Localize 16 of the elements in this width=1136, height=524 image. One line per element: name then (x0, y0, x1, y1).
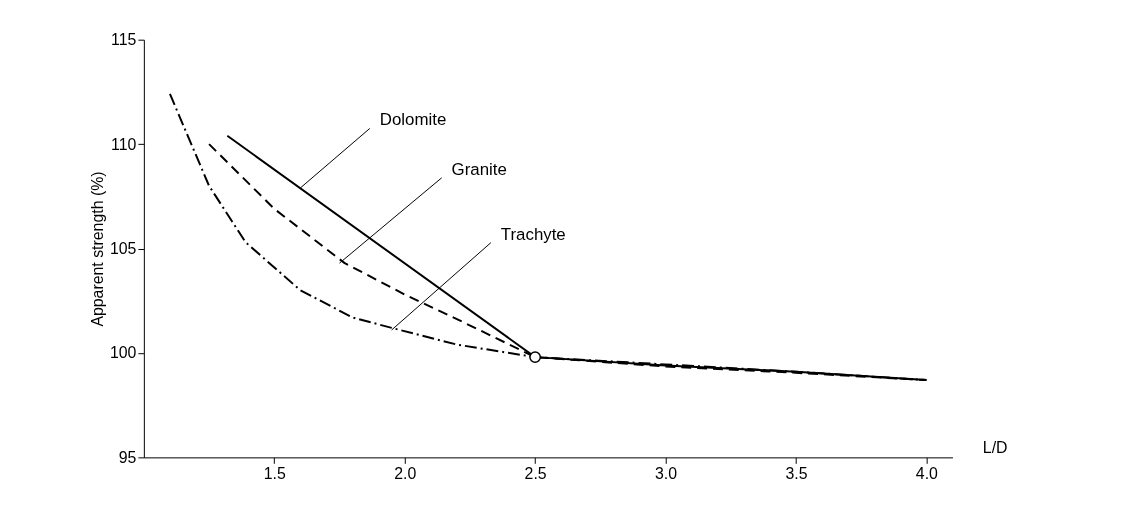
y-tick-label: 95 (118, 448, 137, 466)
y-tick-label: 110 (111, 135, 137, 153)
annotation: Trachyte (500, 224, 566, 244)
x-tick-label: 1.5 (263, 464, 286, 482)
x-tick-label: 3.0 (655, 464, 678, 482)
x-axis-title: L/D (982, 438, 1008, 456)
y-tick-label: 105 (109, 239, 137, 257)
x-tick-label: 4.0 (915, 464, 939, 482)
annotation: Dolomite (379, 110, 447, 130)
y-axis-title: Apparent strength (%) (88, 171, 106, 327)
annotation: Granite (451, 159, 507, 179)
x-tick-label: 2.0 (394, 464, 417, 482)
y-tick-label: 115 (111, 31, 137, 49)
y-tick-label: 100 (109, 344, 137, 362)
x-tick-label: 2.5 (524, 464, 547, 482)
x-tick-label: 3.5 (785, 464, 808, 482)
